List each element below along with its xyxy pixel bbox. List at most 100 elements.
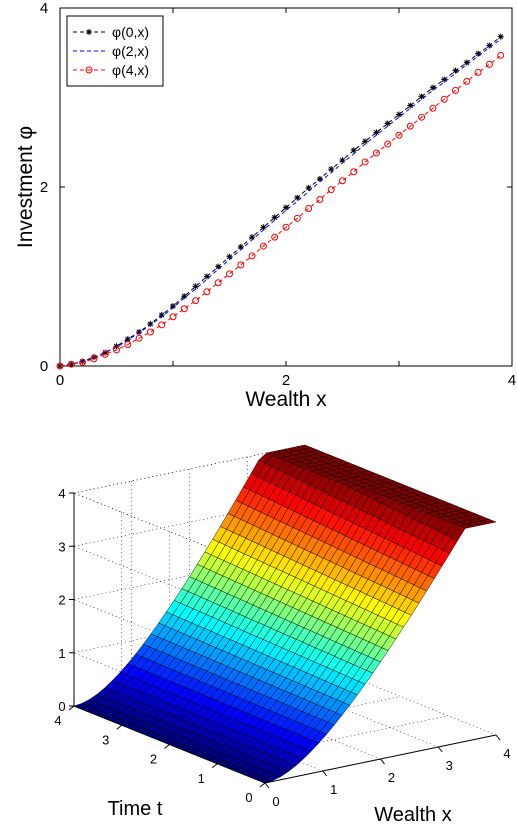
data-point-circle bbox=[440, 95, 448, 103]
data-point-circle bbox=[485, 60, 493, 68]
data-point-circle bbox=[406, 122, 414, 130]
data-point-asterisk bbox=[226, 253, 233, 260]
data-point-circle bbox=[293, 214, 301, 222]
data-point-asterisk bbox=[328, 166, 335, 173]
data-point-circle bbox=[158, 321, 166, 329]
t-tick-mark bbox=[164, 744, 170, 749]
data-point-asterisk bbox=[339, 157, 346, 164]
surface-patch bbox=[481, 519, 497, 524]
surface-chart-xlabel: Wealth x bbox=[374, 804, 451, 826]
t-tick-label: 1 bbox=[198, 771, 205, 786]
x-tick-mark bbox=[380, 758, 385, 765]
data-point-circle bbox=[146, 328, 154, 336]
data-point-circle bbox=[395, 131, 403, 139]
data-point-asterisk bbox=[147, 320, 154, 327]
legend-label: φ(4,x) bbox=[112, 62, 149, 78]
x-tick-label: 2 bbox=[388, 770, 395, 785]
data-point-asterisk bbox=[271, 214, 278, 221]
x-tick-label: 1 bbox=[330, 782, 337, 797]
data-point-circle bbox=[452, 86, 459, 94]
data-point-circle bbox=[305, 204, 313, 212]
data-point-asterisk bbox=[170, 303, 176, 310]
t-tick-mark bbox=[116, 724, 123, 730]
data-point-circle bbox=[361, 158, 369, 166]
data-point-asterisk bbox=[316, 175, 323, 182]
data-point-asterisk bbox=[497, 33, 504, 40]
data-point-circle bbox=[339, 177, 346, 185]
data-point-asterisk bbox=[373, 129, 380, 136]
data-point-circle bbox=[497, 51, 505, 59]
data-point-asterisk bbox=[113, 343, 120, 350]
data-point-asterisk bbox=[294, 194, 301, 201]
data-point-asterisk bbox=[350, 147, 357, 154]
z-tick-label: 3 bbox=[58, 539, 65, 554]
data-point-asterisk bbox=[260, 224, 267, 231]
surface-chart-mesh bbox=[73, 444, 497, 784]
legend-marker bbox=[85, 66, 93, 74]
data-point-asterisk bbox=[418, 93, 425, 100]
line-chart-xlabel: Wealth x bbox=[245, 388, 327, 411]
data-point-circle bbox=[248, 252, 256, 260]
y-tick-label: 0 bbox=[40, 358, 48, 375]
data-point-asterisk bbox=[192, 283, 199, 290]
data-point-asterisk bbox=[283, 204, 289, 211]
data-point-circle bbox=[237, 261, 245, 269]
data-point-circle bbox=[259, 242, 267, 250]
x-tick-label: 0 bbox=[272, 794, 279, 809]
series-line bbox=[59, 38, 501, 367]
data-point-asterisk bbox=[86, 29, 92, 35]
data-point-circle bbox=[463, 77, 471, 85]
data-point-circle bbox=[90, 355, 98, 363]
data-point-circle bbox=[56, 362, 64, 370]
data-point-circle bbox=[101, 350, 109, 358]
legend-items: φ(0,x) φ(2,x) φ(4,x) bbox=[73, 24, 149, 78]
x-tick-label: 3 bbox=[446, 758, 453, 773]
line-chart-ticks: 0 2 4 0 2 4 bbox=[40, 0, 516, 389]
data-point-circle bbox=[192, 297, 200, 305]
data-point-circle bbox=[418, 113, 426, 121]
data-point-asterisk bbox=[396, 111, 402, 118]
line-chart-legend: φ(0,x) φ(2,x) φ(4,x) bbox=[66, 15, 164, 87]
data-point-circle bbox=[271, 233, 279, 241]
data-point-circle bbox=[113, 346, 120, 354]
z-tick-label: 1 bbox=[58, 646, 65, 661]
x-tick-label: 4 bbox=[508, 372, 516, 389]
data-point-circle bbox=[180, 305, 188, 313]
data-point-circle bbox=[135, 334, 143, 342]
t-tick-mark bbox=[68, 705, 75, 711]
series-1 bbox=[57, 33, 504, 369]
data-point-asterisk bbox=[203, 273, 210, 280]
z-tick-label: 4 bbox=[58, 486, 65, 501]
x-tick-label: 4 bbox=[503, 746, 510, 761]
data-point-asterisk bbox=[463, 59, 470, 66]
data-point-asterisk bbox=[158, 311, 165, 318]
data-point-asterisk bbox=[384, 120, 391, 127]
data-point-circle bbox=[124, 341, 132, 349]
data-point-asterisk bbox=[68, 361, 75, 368]
data-point-circle bbox=[384, 140, 392, 148]
x-tick-mark bbox=[264, 782, 270, 789]
data-point-circle bbox=[169, 313, 177, 321]
z-tick-label: 2 bbox=[58, 593, 65, 608]
t-tick-mark bbox=[211, 763, 218, 769]
data-point-circle bbox=[372, 149, 380, 157]
x-tick-mark bbox=[495, 734, 501, 741]
data-point-circle bbox=[226, 270, 233, 278]
surface-chart-ylabel: Time t bbox=[108, 798, 163, 820]
data-point-asterisk bbox=[362, 138, 369, 145]
data-point-asterisk bbox=[441, 76, 448, 83]
data-point-asterisk bbox=[305, 184, 312, 191]
t-tick-label: 2 bbox=[150, 752, 157, 767]
data-point-circle bbox=[474, 68, 482, 76]
t-tick-label: 3 bbox=[102, 732, 109, 747]
line-chart-series bbox=[56, 33, 505, 370]
x-tick-label: 2 bbox=[282, 372, 290, 389]
data-point-asterisk bbox=[407, 102, 414, 109]
t-tick-label: 4 bbox=[54, 713, 61, 728]
t-tick-mark bbox=[259, 782, 266, 788]
data-point-circle bbox=[67, 360, 75, 368]
series-line bbox=[59, 36, 502, 367]
